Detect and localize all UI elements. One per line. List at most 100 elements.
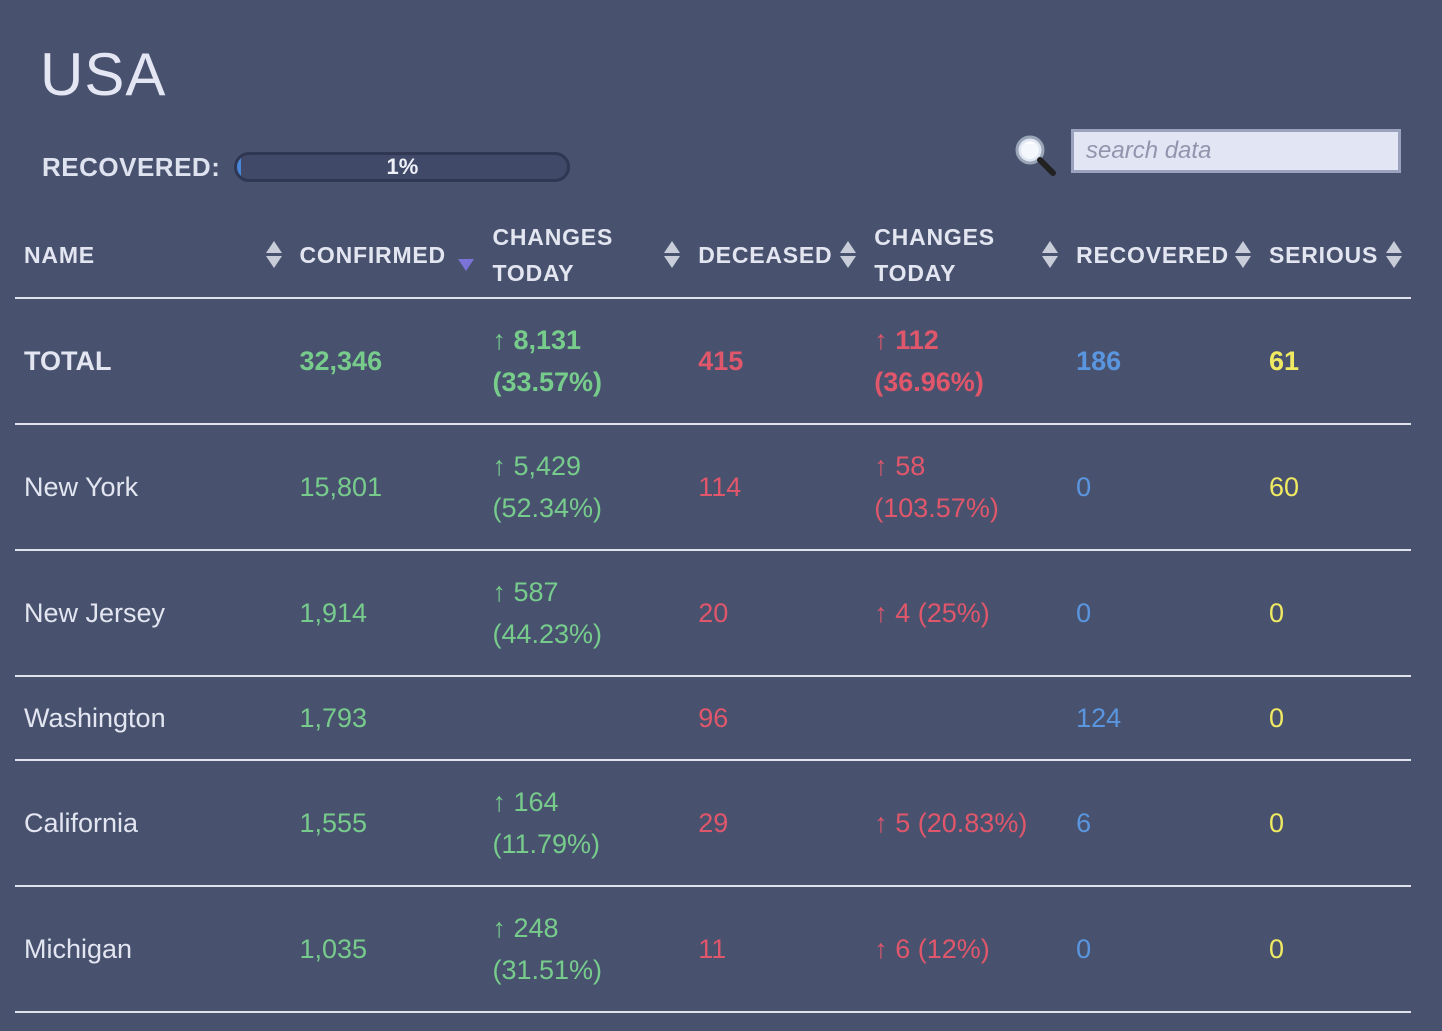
- sort-arrows-icon[interactable]: [1042, 241, 1059, 268]
- table-row[interactable]: California 1,555 ↑ 164 (11.79%) 29 ↑ 5 (20.83…: [15, 760, 1411, 886]
- change-line: ↑ 5,429: [492, 451, 582, 481]
- change-line: ↑ 248: [492, 913, 559, 943]
- change-line: ↑ 5 (20.83%): [874, 808, 1028, 838]
- change-line: ↑ 4 (25%): [874, 598, 990, 628]
- cell-confirmed-change: ↑ 164 (11.79%): [483, 760, 689, 886]
- column-header-label-line: TODAY: [874, 259, 957, 286]
- cell-deceased-change: ↑ 112 (36.96%): [865, 298, 1067, 424]
- column-header-deceased[interactable]: DECEASED: [689, 212, 865, 298]
- recovered-summary: RECOVERED: 1%: [42, 150, 571, 184]
- cell-confirmed-change: ↑ 8,131 (33.57%): [483, 298, 689, 424]
- cell-deceased-change: [865, 676, 1067, 760]
- column-header-label-line: TODAY: [492, 259, 575, 286]
- cell-recovered: 186: [1076, 346, 1122, 376]
- cell-recovered: 0: [1076, 472, 1092, 502]
- column-header-label-line: CHANGES: [874, 223, 995, 250]
- column-header-confirmed[interactable]: CONFIRMED: [291, 212, 484, 298]
- column-header-label: DECEASED: [698, 241, 833, 268]
- cell-name: TOTAL: [24, 346, 112, 376]
- cell-deceased: 114: [698, 472, 742, 502]
- column-header-changes-today-deceased[interactable]: CHANGES TODAY: [865, 212, 1067, 298]
- column-header-label: SERIOUS: [1268, 241, 1379, 268]
- column-header-label: CHANGES TODAY: [874, 219, 995, 291]
- cell-deceased: 20: [698, 598, 729, 628]
- cell-name: Michigan: [24, 934, 133, 964]
- cell-deceased-change: ↑ 5 (20.83%): [865, 760, 1067, 886]
- column-header-name[interactable]: NAME: [15, 212, 291, 298]
- table-row[interactable]: Michigan 1,035 ↑ 248 (31.51%) 11 ↑ 6 (12%) 0 0: [15, 886, 1411, 1012]
- change-line: ↑ 164: [492, 787, 559, 817]
- table-header-row: NAME CONFIRMED CHANGES TODAY DECEASED: [15, 212, 1411, 298]
- change-line: (44.23%): [492, 619, 603, 649]
- sort-arrows-icon[interactable]: [1386, 241, 1402, 268]
- cell-confirmed-change: ↑ 587 (44.23%): [483, 550, 689, 676]
- cell-confirmed: 1,555: [299, 808, 368, 838]
- change-line: (11.79%): [492, 829, 601, 859]
- cell-confirmed-change: ↑ 248 (31.51%): [483, 886, 689, 1012]
- column-header-changes-today-confirmed[interactable]: CHANGES TODAY: [483, 212, 689, 298]
- cell-deceased: 11: [698, 934, 727, 964]
- cell-name: California: [24, 808, 139, 838]
- cell-deceased: 29: [698, 808, 729, 838]
- cell-deceased-change: ↑ 6 (12%): [865, 886, 1067, 1012]
- table-row[interactable]: New Jersey 1,914 ↑ 587 (44.23%) 20 ↑ 4 (25%) 0…: [15, 550, 1411, 676]
- sort-arrows-icon[interactable]: [840, 241, 857, 268]
- data-table: NAME CONFIRMED CHANGES TODAY DECEASED: [15, 212, 1411, 1013]
- cell-deceased-change: ↑ 58 (103.57%): [865, 424, 1067, 550]
- column-header-label-line: CHANGES: [492, 223, 614, 250]
- cell-serious: 0: [1268, 808, 1284, 838]
- search-input[interactable]: [1071, 129, 1401, 173]
- column-header-serious[interactable]: SERIOUS: [1260, 212, 1411, 298]
- change-line: (52.34%): [492, 493, 603, 523]
- cell-recovered: 124: [1076, 703, 1122, 733]
- cell-confirmed: 1,035: [299, 934, 368, 964]
- cell-confirmed-change: ↑ 5,429 (52.34%): [483, 424, 689, 550]
- cell-serious: 0: [1268, 703, 1284, 733]
- cell-serious: 61: [1268, 346, 1300, 376]
- recovered-progress-fill: [237, 155, 241, 179]
- cell-confirmed-change: [483, 676, 689, 760]
- cell-confirmed: 1,793: [299, 703, 368, 733]
- magnifier-icon[interactable]: [1012, 132, 1058, 178]
- cell-serious: 0: [1268, 598, 1284, 628]
- sort-arrows-icon[interactable]: [664, 241, 681, 268]
- change-line: (33.57%): [492, 367, 603, 397]
- cell-recovered: 0: [1076, 934, 1092, 964]
- cell-recovered: 6: [1076, 808, 1092, 838]
- cell-recovered: 0: [1076, 598, 1092, 628]
- table-row[interactable]: Washington 1,793 96 124 0: [15, 676, 1411, 760]
- cell-deceased: 96: [698, 703, 729, 733]
- cell-deceased-change: ↑ 4 (25%): [865, 550, 1067, 676]
- column-header-recovered[interactable]: RECOVERED: [1067, 212, 1260, 298]
- sort-arrows-icon[interactable]: [265, 241, 282, 268]
- column-header-label: NAME: [24, 241, 95, 268]
- change-line: (31.51%): [492, 955, 603, 985]
- cell-name: New Jersey: [24, 598, 166, 628]
- column-header-label: RECOVERED: [1076, 241, 1229, 268]
- page-title: USA: [40, 41, 167, 108]
- cell-name: New York: [24, 472, 139, 502]
- sort-desc-icon[interactable]: [458, 258, 475, 271]
- cell-name: Washington: [24, 703, 166, 733]
- change-line: (36.96%): [874, 367, 984, 397]
- recovered-progress-bar: 1%: [234, 152, 571, 182]
- recovered-progress-text: 1%: [386, 154, 419, 179]
- sort-arrows-icon[interactable]: [1234, 241, 1251, 268]
- cell-confirmed: 1,914: [299, 598, 368, 628]
- change-line: ↑ 6 (12%): [874, 934, 990, 964]
- cell-confirmed: 15,801: [299, 472, 383, 502]
- cell-deceased: 415: [698, 346, 744, 376]
- table-row[interactable]: New York 15,801 ↑ 5,429 (52.34%) 114 ↑ 58 (103…: [15, 424, 1411, 550]
- cell-confirmed: 32,346: [299, 346, 383, 376]
- change-line: ↑ 8,131: [492, 325, 582, 355]
- change-line: ↑ 58: [874, 451, 926, 481]
- table-row-total[interactable]: TOTAL 32,346 ↑ 8,131 (33.57%) 415 ↑ 112 (3…: [15, 298, 1411, 424]
- change-line: ↑ 587: [492, 577, 559, 607]
- cell-serious: 60: [1268, 472, 1300, 502]
- column-header-label: CHANGES TODAY: [492, 219, 613, 291]
- change-line: ↑ 112: [874, 325, 939, 355]
- cell-serious: 0: [1268, 934, 1284, 964]
- change-line: (103.57%): [874, 493, 999, 523]
- column-header-label: CONFIRMED: [299, 241, 446, 268]
